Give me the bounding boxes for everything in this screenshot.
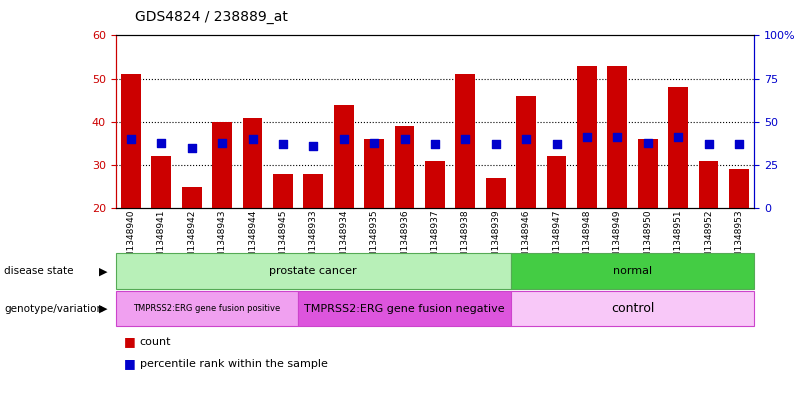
Bar xyxy=(243,118,263,208)
Point xyxy=(429,141,441,147)
Bar xyxy=(212,122,232,208)
Bar xyxy=(456,74,475,208)
Text: disease state: disease state xyxy=(4,266,73,276)
Text: control: control xyxy=(610,302,654,315)
Point xyxy=(277,141,290,147)
Text: ▶: ▶ xyxy=(99,303,108,314)
Point xyxy=(124,136,137,142)
Point xyxy=(550,141,563,147)
Bar xyxy=(298,291,511,326)
Text: TMPRSS2:ERG gene fusion negative: TMPRSS2:ERG gene fusion negative xyxy=(304,303,505,314)
Point xyxy=(185,145,198,151)
Text: percentile rank within the sample: percentile rank within the sample xyxy=(140,358,327,369)
Bar xyxy=(511,291,754,326)
Bar xyxy=(668,87,688,208)
Text: genotype/variation: genotype/variation xyxy=(4,303,103,314)
Bar xyxy=(116,291,298,326)
Text: normal: normal xyxy=(613,266,652,276)
Point xyxy=(733,141,745,147)
Bar xyxy=(511,253,754,289)
Point xyxy=(672,134,685,141)
Text: prostate cancer: prostate cancer xyxy=(270,266,358,276)
Point xyxy=(580,134,593,141)
Point xyxy=(246,136,259,142)
Point xyxy=(338,136,350,142)
Bar xyxy=(607,66,627,208)
Bar xyxy=(116,253,511,289)
Bar xyxy=(273,174,293,208)
Bar xyxy=(729,169,749,208)
Bar xyxy=(547,156,567,208)
Point xyxy=(155,140,168,146)
Text: TMPRSS2:ERG gene fusion positive: TMPRSS2:ERG gene fusion positive xyxy=(133,304,281,313)
Text: GDS4824 / 238889_at: GDS4824 / 238889_at xyxy=(135,9,288,24)
Bar xyxy=(486,178,506,208)
Bar xyxy=(364,139,384,208)
Text: ■: ■ xyxy=(124,357,136,370)
Text: ▶: ▶ xyxy=(99,266,108,276)
Bar xyxy=(425,161,444,208)
Point xyxy=(489,141,502,147)
Bar xyxy=(182,187,202,208)
Bar xyxy=(334,105,354,208)
Bar xyxy=(516,96,536,208)
Point xyxy=(611,134,624,141)
Bar xyxy=(303,174,323,208)
Point xyxy=(519,136,532,142)
Point xyxy=(642,140,654,146)
Point xyxy=(398,136,411,142)
Text: count: count xyxy=(140,337,171,347)
Bar xyxy=(577,66,597,208)
Bar xyxy=(152,156,172,208)
Point xyxy=(459,136,472,142)
Bar xyxy=(121,74,140,208)
Point xyxy=(702,141,715,147)
Bar xyxy=(698,161,718,208)
Point xyxy=(215,140,228,146)
Bar xyxy=(638,139,658,208)
Point xyxy=(307,143,320,149)
Point xyxy=(368,140,381,146)
Bar xyxy=(395,126,414,208)
Text: ■: ■ xyxy=(124,335,136,349)
